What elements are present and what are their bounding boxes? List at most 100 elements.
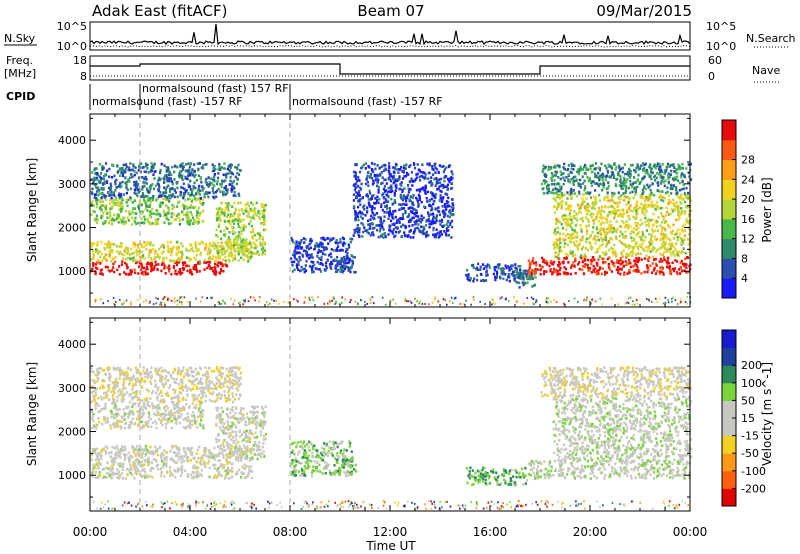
heatmap-cell (99, 206, 102, 210)
heatmap-cell (170, 250, 173, 254)
heatmap-cell (619, 224, 622, 228)
heatmap-cell (249, 219, 252, 223)
heatmap-cell (123, 271, 126, 274)
heatmap-cell (261, 209, 264, 213)
heatmap-cell (347, 269, 350, 272)
heatmap-cell (110, 184, 113, 188)
heatmap-cell (556, 202, 560, 205)
heatmap-cell (451, 205, 454, 209)
heatmap-cell (167, 166, 170, 169)
heatmap-cell (183, 187, 186, 191)
heatmap-cell (545, 174, 548, 177)
heatmap-cell (305, 254, 309, 258)
heatmap-cell (331, 262, 334, 266)
heatmap-cell (594, 234, 597, 238)
heatmap-cell (302, 267, 305, 271)
heatmap-cell (568, 236, 571, 240)
heatmap-cell (646, 264, 649, 267)
heatmap-cell (162, 209, 165, 213)
heatmap-cell (504, 264, 507, 268)
heatmap-cell (210, 177, 213, 180)
heatmap-cell (519, 277, 522, 280)
heatmap-cell (213, 175, 216, 179)
heatmap-cell (384, 178, 387, 181)
heatmap-cell (203, 261, 206, 264)
heatmap-cell (100, 177, 103, 180)
heatmap-cell (387, 186, 390, 190)
heatmap-cell (311, 296, 313, 299)
heatmap-cell (425, 230, 428, 234)
heatmap-cell (651, 262, 654, 265)
heatmap-cell (586, 168, 590, 171)
heatmap-cell (191, 273, 194, 276)
heatmap-cell (146, 195, 149, 198)
heatmap-cell (326, 237, 329, 240)
heatmap-cell (261, 245, 264, 249)
heatmap-cell (394, 226, 397, 229)
heatmap-cell (544, 172, 547, 176)
heatmap-cell (660, 170, 664, 174)
heatmap-cell (421, 186, 424, 190)
heatmap-cell (676, 179, 680, 182)
heatmap-cell (617, 201, 620, 205)
heatmap-cell (198, 184, 201, 188)
heatmap-cell (151, 198, 154, 201)
heatmap-cell (567, 205, 570, 208)
heatmap-cell (622, 182, 625, 185)
heatmap-cell (342, 244, 345, 247)
heatmap-cell (556, 188, 559, 191)
heatmap-cell (680, 193, 683, 197)
heatmap-cell (179, 170, 182, 173)
heatmap-cell (211, 189, 214, 193)
heatmap-cell (344, 267, 347, 271)
heatmap-cell (628, 174, 631, 177)
heatmap-cell (99, 272, 102, 275)
heatmap-cell (167, 177, 170, 181)
heatmap-cell (352, 193, 355, 196)
heatmap-cell (214, 262, 217, 266)
heatmap-cell (220, 250, 223, 254)
heatmap-cell (193, 163, 196, 166)
heatmap-cell (516, 276, 519, 279)
heatmap-cell (397, 178, 401, 181)
heatmap-cell (234, 218, 237, 221)
heatmap-cell (552, 197, 555, 200)
heatmap-cell (571, 250, 574, 254)
heatmap-cell (659, 168, 662, 172)
heatmap-cell (583, 253, 586, 256)
heatmap-cell (540, 182, 544, 186)
heatmap-cell (242, 252, 245, 256)
heatmap-cell (297, 251, 300, 254)
heatmap-cell (428, 225, 431, 229)
heatmap-cell (430, 184, 433, 187)
heatmap-cell (145, 262, 149, 266)
heatmap-cell (258, 212, 262, 216)
heatmap-cell (242, 246, 245, 250)
heatmap-cell (224, 259, 227, 263)
heatmap-cell (216, 245, 219, 249)
heatmap-cell (658, 272, 662, 275)
heatmap-cell (414, 227, 417, 230)
heatmap-cell (627, 186, 630, 190)
heatmap-cell (245, 249, 248, 253)
heatmap-cell (435, 233, 438, 236)
heatmap-cell (557, 253, 560, 257)
heatmap-cell (571, 163, 575, 167)
heatmap-cell (195, 297, 197, 300)
heatmap-cell (623, 181, 627, 185)
heatmap-cell (106, 169, 109, 173)
heatmap-cell (600, 213, 603, 217)
heatmap-cell (132, 251, 135, 254)
heatmap-cell (257, 216, 260, 219)
heatmap-cell (150, 263, 154, 267)
heatmap-cell (160, 304, 163, 306)
heatmap-cell (626, 208, 629, 212)
heatmap-cell (358, 227, 361, 231)
heatmap-cell (143, 266, 146, 270)
heatmap-cell (234, 231, 237, 234)
heatmap-cell (616, 259, 619, 262)
heatmap-cell (626, 262, 629, 266)
heatmap-cell (650, 167, 653, 171)
heatmap-cell (185, 205, 188, 209)
heatmap-cell (685, 167, 688, 170)
